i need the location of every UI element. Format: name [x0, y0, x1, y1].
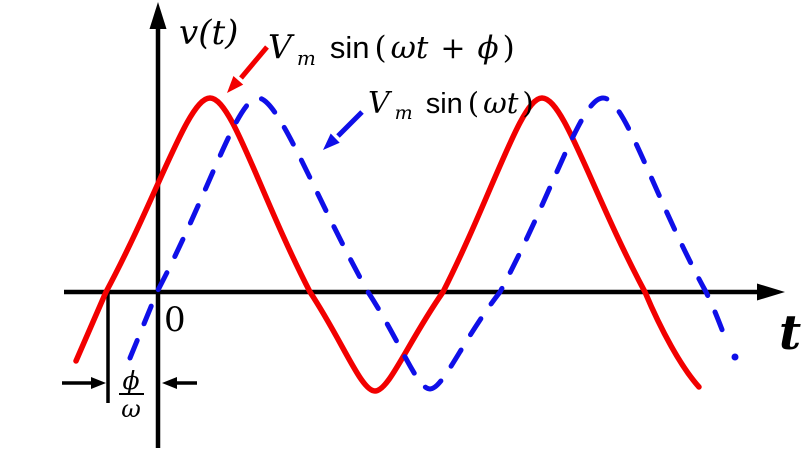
reference-eq-V: V [368, 86, 393, 121]
reference-curve-equation: V m sin ( ωt ) [368, 86, 534, 124]
shifted-eq-close: ) [503, 30, 515, 66]
phase-fraction-denominator: ω [121, 395, 141, 423]
origin-label: 0 [164, 300, 186, 340]
time-axis-arrow-icon [757, 283, 785, 301]
shifted-sine-curve [73, 95, 702, 394]
reference-sine-curve [127, 95, 731, 392]
reference-eq-open: ( [468, 86, 479, 120]
time-axis-label: t [779, 305, 801, 361]
reference-eq-fn: sin [426, 88, 463, 120]
phase-dim-arrow-right-icon [162, 377, 177, 389]
shifted-eq-fn: sin [330, 30, 370, 65]
shifted-curve-equation: V m sin ( ωt + ϕ ) [268, 27, 515, 70]
phase-fraction-numerator: ϕ [122, 366, 139, 395]
voltage-axis-arrow-icon [149, 2, 167, 29]
shifted-eq-phi: ϕ [477, 30, 498, 66]
reference-label-arrow-icon [323, 133, 340, 150]
shifted-label-arrow-icon [227, 76, 244, 93]
shifted-eq-open: ( [374, 30, 386, 66]
shifted-label-arrow-shaft [239, 45, 269, 80]
voltage-axis-label: v(t) [179, 13, 238, 53]
reference-label-arrow-shaft [336, 110, 364, 138]
reference-sine-end-dot [731, 353, 739, 361]
reference-eq-close: ) [522, 86, 533, 120]
shifted-eq-V: V [268, 27, 295, 66]
shifted-eq-arg: ωt [391, 30, 429, 66]
phase-dim-arrow-left-icon [91, 377, 106, 389]
reference-eq-arg: ωt [483, 86, 519, 120]
shifted-eq-plus: + [440, 31, 465, 66]
shifted-eq-sub: m [297, 46, 316, 70]
reference-eq-sub: m [395, 102, 413, 124]
